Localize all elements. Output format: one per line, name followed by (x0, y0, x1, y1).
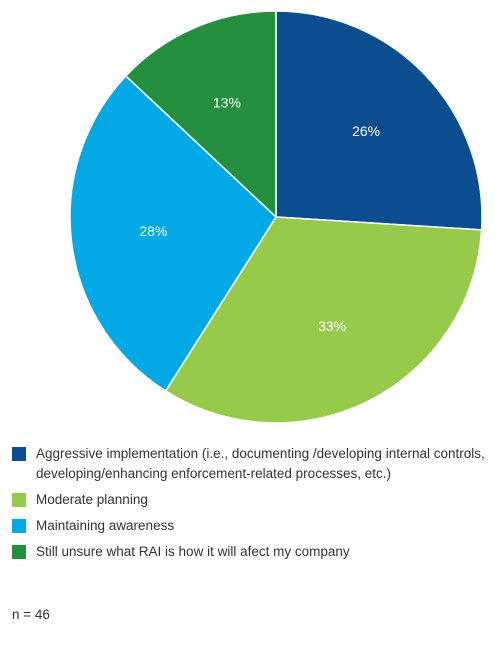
legend-label: Moderate planning (36, 492, 148, 507)
legend-swatch (12, 447, 26, 461)
data-label: 28% (139, 223, 167, 239)
legend-swatch (12, 493, 26, 507)
chart: 26% 33% 28% 13% (69, 10, 483, 424)
legend-label: Aggressive implementation (i.e., documen… (36, 446, 485, 481)
data-label: 33% (318, 318, 346, 334)
legend-item: Still unsure what RAI is how it will afe… (12, 542, 487, 562)
legend-swatch (12, 545, 26, 559)
pie-slice (164, 216, 483, 424)
note: n = 46 (12, 607, 50, 622)
legend-item: Moderate planning (12, 490, 487, 510)
legend-label: Maintaining awareness (36, 518, 175, 533)
data-label: 26% (352, 123, 380, 139)
legend-label: Still unsure what RAI is how it will afe… (36, 544, 350, 559)
legend-item: Maintaining awareness (12, 516, 487, 536)
data-label: 13% (213, 94, 241, 110)
legend-swatch (12, 519, 26, 533)
legend: Aggressive implementation (i.e., documen… (12, 444, 487, 568)
pie-slice (124, 10, 277, 219)
legend-item: Aggressive implementation (i.e., documen… (12, 444, 487, 484)
pie-slice (275, 10, 483, 231)
pie-slice (69, 74, 277, 392)
